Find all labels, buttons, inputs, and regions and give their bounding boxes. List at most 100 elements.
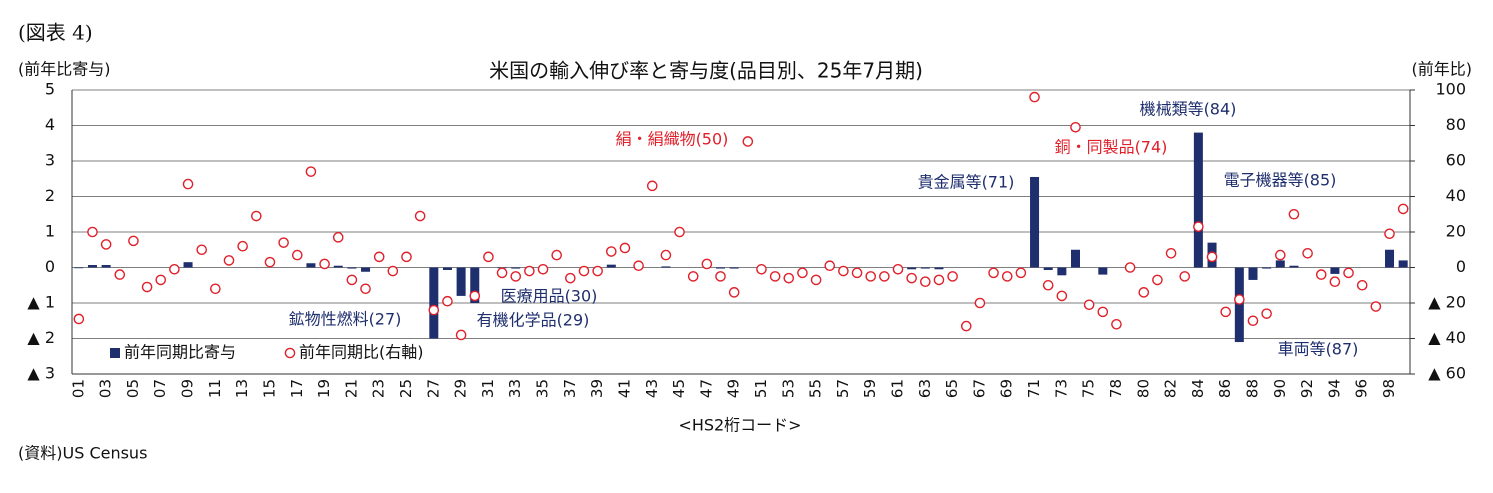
x-tick-label: 19 — [315, 379, 333, 398]
bar — [716, 267, 726, 269]
point — [687, 271, 699, 282]
x-tick-label: 27 — [424, 379, 442, 398]
bar — [1098, 267, 1108, 275]
bar — [361, 267, 371, 272]
point — [1124, 262, 1136, 273]
x-tick-label: 33 — [506, 379, 524, 398]
point — [346, 274, 358, 286]
x-tick-label: 35 — [534, 379, 552, 398]
legend-label: 前年同期比(右軸) — [299, 343, 424, 362]
point — [660, 249, 672, 261]
x-tick-label: 45 — [670, 379, 688, 398]
y2-tick-label: 0 — [1456, 257, 1466, 276]
annotation: 貴金属等(71) — [918, 173, 1015, 192]
point — [933, 274, 945, 286]
bar — [347, 267, 357, 269]
point — [196, 244, 208, 256]
point — [715, 271, 726, 282]
x-tick-label: 86 — [1216, 379, 1234, 398]
bar — [87, 265, 97, 268]
point — [1165, 247, 1177, 259]
point — [646, 180, 658, 192]
x-tick-label: 82 — [1162, 379, 1180, 398]
bar — [1070, 249, 1081, 268]
x-tick-label: 23 — [370, 379, 388, 398]
point — [1056, 290, 1068, 302]
bar — [1234, 267, 1244, 343]
point — [1261, 308, 1272, 319]
point — [810, 274, 822, 286]
point — [264, 256, 276, 268]
bar — [1193, 132, 1203, 268]
y-tick-label: 2 — [45, 186, 55, 205]
point — [851, 267, 863, 279]
annotation: 機械類等(84) — [1140, 100, 1237, 119]
source: (資料)US Census — [18, 444, 147, 463]
x-tick-label: 07 — [151, 379, 169, 398]
point — [920, 276, 931, 288]
point — [360, 283, 371, 295]
point — [1220, 306, 1231, 318]
point — [414, 210, 426, 222]
bar — [183, 262, 193, 268]
bar — [442, 267, 452, 270]
point — [1274, 249, 1286, 261]
point — [332, 232, 344, 243]
point — [401, 251, 412, 263]
bar — [429, 267, 439, 339]
x-tick-label: 55 — [807, 379, 825, 398]
bar — [606, 264, 616, 268]
point — [988, 267, 999, 279]
bar — [1275, 260, 1285, 268]
x-tick-label: 94 — [1325, 379, 1343, 398]
bar — [1330, 267, 1340, 274]
point — [373, 251, 385, 263]
x-tick-label: 15 — [260, 379, 278, 398]
bar — [920, 267, 930, 269]
y2-tick-label: 20 — [1446, 222, 1466, 241]
point — [537, 263, 549, 275]
x-tick-label: 63 — [916, 379, 934, 398]
x-axis-label: <HS2桁コード> — [678, 416, 801, 435]
point — [728, 287, 740, 298]
y-axis-label: (前年比寄与) — [18, 60, 111, 79]
bar — [306, 263, 316, 268]
x-tick-label: 78 — [1107, 379, 1125, 398]
point — [1070, 121, 1081, 133]
y-tick-label: 0 — [45, 257, 55, 276]
bar — [661, 266, 671, 268]
x-tick-label: 29 — [452, 379, 470, 398]
bar — [934, 267, 944, 270]
point — [1029, 91, 1040, 103]
y2-tick-label: 40 — [1446, 186, 1466, 205]
point — [605, 246, 617, 257]
point — [291, 249, 303, 261]
point — [442, 295, 453, 307]
point — [947, 271, 958, 282]
point — [483, 251, 494, 263]
y2-tick-label: 60 — [1446, 151, 1466, 170]
point — [469, 290, 481, 302]
x-tick-label: 25 — [397, 379, 415, 398]
y2-tick-label: ▲ 20 — [1428, 293, 1466, 312]
annotation: 電子機器等(85) — [1224, 171, 1337, 190]
point — [742, 136, 754, 147]
point — [701, 258, 713, 270]
annotation: 有機化学品(29) — [477, 311, 590, 330]
x-tick-label: 57 — [834, 379, 852, 398]
point — [73, 313, 85, 325]
annotation: 銅・同製品(74) — [1055, 138, 1168, 157]
point — [1384, 228, 1395, 240]
point — [114, 269, 126, 280]
annotation: 絹・絹織物(50) — [616, 130, 729, 149]
point — [1302, 247, 1313, 259]
x-tick-label: 47 — [697, 379, 715, 398]
point — [592, 265, 603, 277]
bar — [456, 267, 466, 296]
point — [674, 226, 685, 238]
x-tick-label: 96 — [1353, 379, 1371, 398]
legend-label: 前年同期比寄与 — [124, 343, 236, 362]
point — [1179, 271, 1191, 282]
point — [87, 226, 98, 238]
point — [769, 271, 781, 282]
